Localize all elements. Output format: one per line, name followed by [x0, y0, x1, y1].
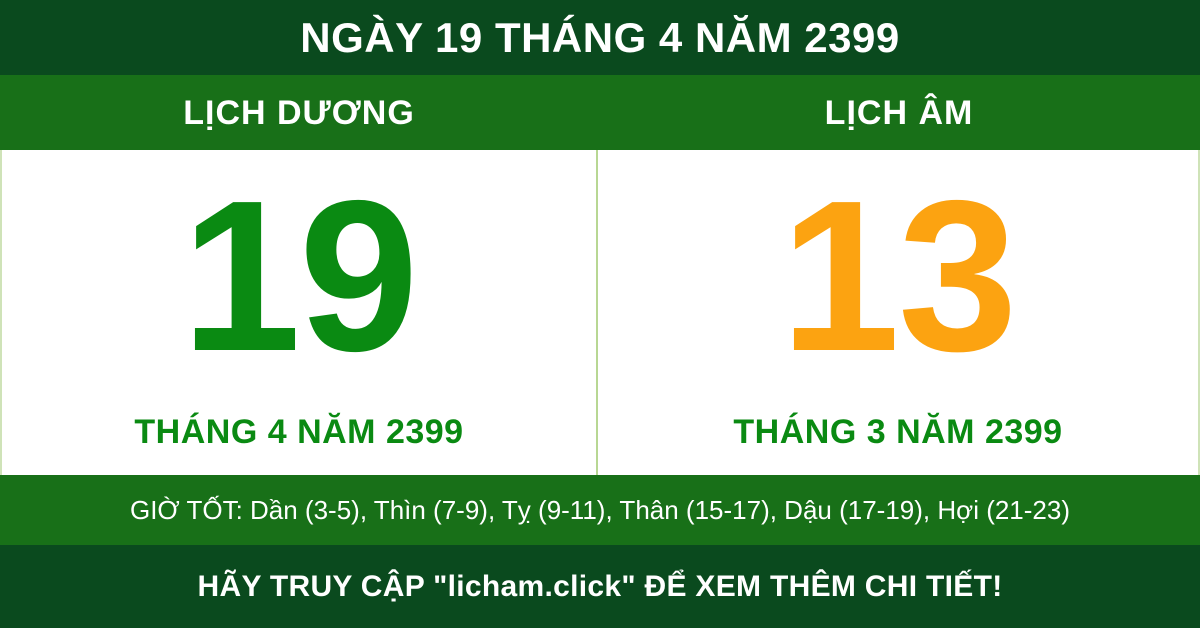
footer-cta-bar[interactable]: HÃY TRUY CẬP "licham.click" ĐỂ XEM THÊM …	[0, 545, 1200, 628]
solar-panel: 19 THÁNG 4 NĂM 2399	[2, 150, 598, 475]
title-bar: NGÀY 19 THÁNG 4 NĂM 2399	[0, 0, 1200, 75]
calendar-body: 19 THÁNG 4 NĂM 2399 13 THÁNG 3 NĂM 2399	[0, 150, 1200, 475]
lunar-panel: 13 THÁNG 3 NĂM 2399	[598, 150, 1198, 475]
solar-calendar-label: LỊCH DƯƠNG	[183, 93, 415, 132]
page-title: NGÀY 19 THÁNG 4 NĂM 2399	[300, 13, 900, 61]
good-hours-band: GIỜ TỐT: Dần (3-5), Thìn (7-9), Tỵ (9-11…	[0, 475, 1200, 545]
lunar-day-number: 13	[780, 155, 1017, 396]
column-header-bar: LỊCH DƯƠNG LỊCH ÂM	[0, 75, 1200, 150]
lunar-calendar-label: LỊCH ÂM	[824, 93, 974, 132]
solar-day-number: 19	[181, 155, 418, 396]
column-header-lunar: LỊCH ÂM	[598, 75, 1200, 150]
column-header-solar: LỊCH DƯƠNG	[0, 75, 598, 150]
lunar-month-year: THÁNG 3 NĂM 2399	[733, 413, 1063, 451]
good-hours-text: GIỜ TỐT: Dần (3-5), Thìn (7-9), Tỵ (9-11…	[129, 495, 1071, 525]
footer-cta-text: HÃY TRUY CẬP "licham.click" ĐỂ XEM THÊM …	[197, 569, 1003, 603]
solar-month-year: THÁNG 4 NĂM 2399	[134, 413, 464, 451]
